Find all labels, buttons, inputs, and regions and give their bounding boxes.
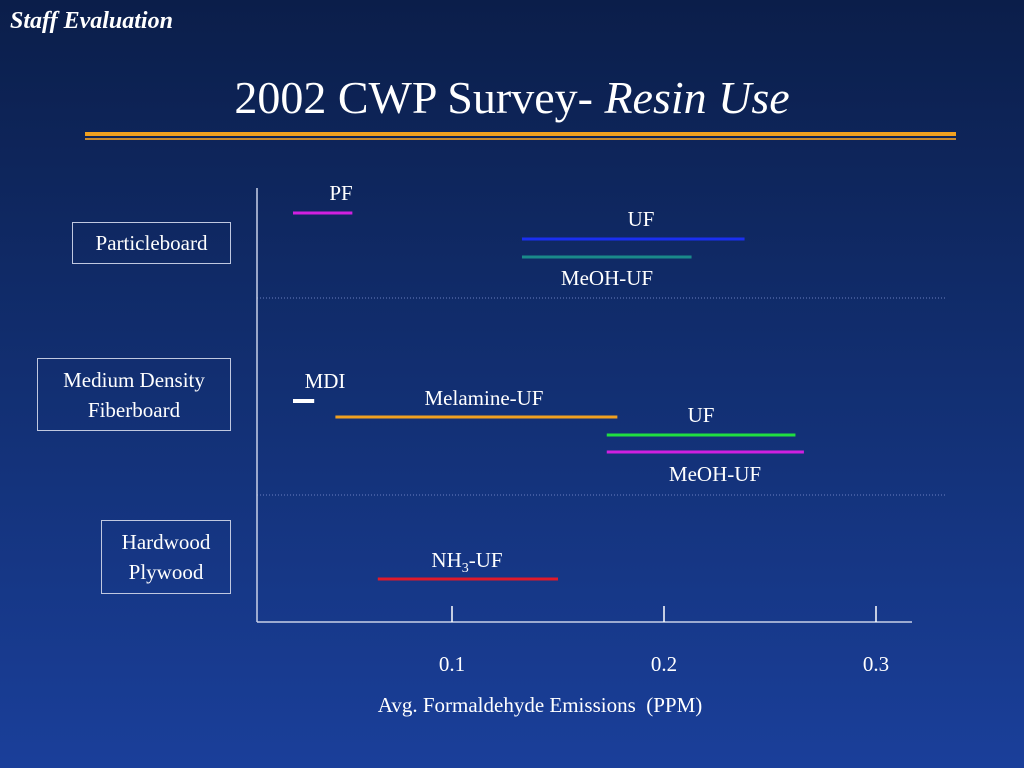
x-tick-label: 0.3 — [863, 652, 889, 676]
category-label: Medium Density — [63, 368, 205, 392]
category-label: Fiberboard — [87, 398, 181, 422]
title-italic: Resin Use — [604, 72, 790, 123]
series-label: Melamine-UF — [425, 386, 544, 410]
title-rule-thin — [85, 138, 956, 140]
category-box-particleboard: Particleboard — [72, 222, 231, 264]
series-label: MDI — [305, 369, 346, 393]
series-label: PF — [329, 181, 352, 205]
category-label: Plywood — [128, 560, 204, 584]
series-label: UF — [628, 207, 655, 231]
x-axis-title: Avg. Formaldehyde Emissions (PPM) — [378, 693, 703, 717]
section-label: Staff Evaluation — [10, 8, 173, 34]
title-main: 2002 CWP Survey- — [234, 72, 605, 123]
category-box-mdf: Medium Density Fiberboard — [37, 358, 231, 431]
series-label: MeOH-UF — [561, 266, 653, 290]
x-tick-label: 0.1 — [439, 652, 465, 676]
series-label: MeOH-UF — [669, 462, 761, 486]
category-label: Hardwood — [121, 530, 211, 554]
x-tick-label: 0.2 — [651, 652, 677, 676]
category-box-plywood: Hardwood Plywood — [101, 520, 231, 594]
series-label: NH3-UF — [431, 548, 502, 576]
category-label: Particleboard — [95, 231, 208, 255]
slide-title: 2002 CWP Survey- Resin Use — [0, 70, 1024, 126]
series-label: UF — [688, 403, 715, 427]
title-rule — [85, 132, 956, 136]
